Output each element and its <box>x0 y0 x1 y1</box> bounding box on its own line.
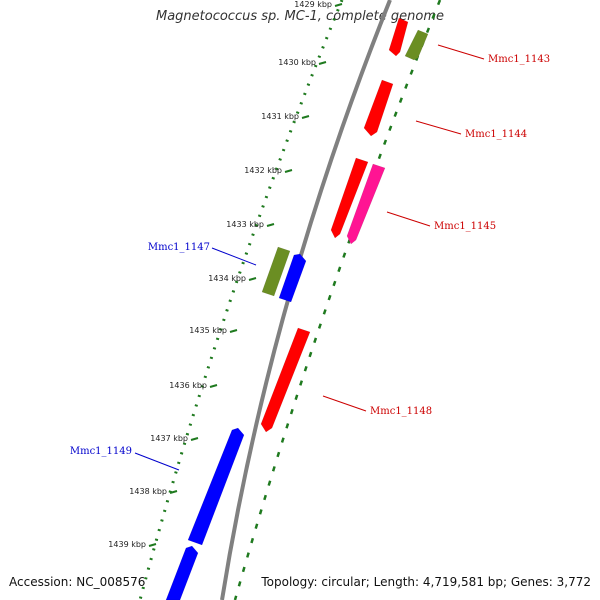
gene-arrow-mmc1-1143-a <box>388 17 409 57</box>
feature-track <box>165 17 429 600</box>
gene-label-mmc1-1144: Mmc1_1144 <box>465 129 527 140</box>
tick-label: 1439 kbp <box>108 540 146 549</box>
tick-mark <box>169 490 178 494</box>
tick-mark <box>284 169 293 173</box>
tick-mark <box>190 437 199 441</box>
tick-label: 1429 kbp <box>294 0 332 9</box>
accession-text: Accession: NC_008576 <box>9 575 146 589</box>
tick-mark <box>248 277 257 281</box>
gene-feature-olive-1147 <box>261 246 291 297</box>
tick-ring-outer <box>233 0 442 600</box>
tick-label: 1436 kbp <box>169 381 207 390</box>
tick-mark <box>334 3 343 7</box>
tick-label: 1432 kbp <box>244 166 282 175</box>
tick-mark <box>318 61 327 65</box>
tick-label: 1434 kbp <box>208 274 246 283</box>
tick-ring-inner <box>138 0 344 600</box>
gene-label-mmc1-1145: Mmc1_1145 <box>434 221 496 232</box>
tick-mark <box>229 329 238 333</box>
topology-summary: Topology: circular; Length: 4,719,581 bp… <box>261 575 591 589</box>
leader-line-mmc1-1148 <box>322 395 367 412</box>
gene-arrow-mmc1-1145 <box>346 163 386 245</box>
gene-arrow-mmc1-1147 <box>278 253 307 303</box>
gene-labels: Mmc1_1143 Mmc1_1144 Mmc1_1145 Mmc1_1147 Mmc1… <box>70 44 550 471</box>
tick-label: 1437 kbp <box>150 434 188 443</box>
leader-line-mmc1-1144 <box>415 120 462 135</box>
gene-label-mmc1-1143: Mmc1_1143 <box>488 54 550 65</box>
genome-backbone <box>220 0 392 600</box>
tick-marks: 1429 kbp 1430 kbp 1431 kbp 1432 kbp 1433 kbp… <box>108 0 343 549</box>
leader-line-mmc1-1143 <box>437 44 485 60</box>
gene-label-mmc1-1148: Mmc1_1148 <box>370 406 432 417</box>
tick-label: 1433 kbp <box>226 220 264 229</box>
map-title: Magnetococcus sp. MC-1, complete genome <box>155 9 445 24</box>
tick-mark <box>266 223 275 227</box>
gene-arrow-mmc1-1145-red <box>330 157 369 239</box>
tick-label: 1438 kbp <box>129 487 167 496</box>
tick-mark <box>301 115 310 119</box>
gene-feature-olive-1143 <box>404 29 429 61</box>
tick-label: 1431 kbp <box>261 112 299 121</box>
tick-label: 1435 kbp <box>189 326 227 335</box>
leader-line-mmc1-1147 <box>211 247 257 266</box>
gene-arrow-mmc1-1149 <box>187 427 245 546</box>
leader-line-mmc1-1149 <box>134 452 180 471</box>
gene-arrow-mmc1-1149-next <box>165 545 199 600</box>
tick-mark <box>209 384 218 388</box>
gene-arrow-mmc1-1144 <box>363 79 394 137</box>
tick-label: 1430 kbp <box>278 58 316 67</box>
tick-mark <box>148 543 157 547</box>
gene-label-mmc1-1147: Mmc1_1147 <box>148 242 210 253</box>
leader-line-mmc1-1145 <box>386 211 431 227</box>
gene-label-mmc1-1149: Mmc1_1149 <box>70 446 132 457</box>
gene-arrow-mmc1-1148 <box>260 327 311 433</box>
